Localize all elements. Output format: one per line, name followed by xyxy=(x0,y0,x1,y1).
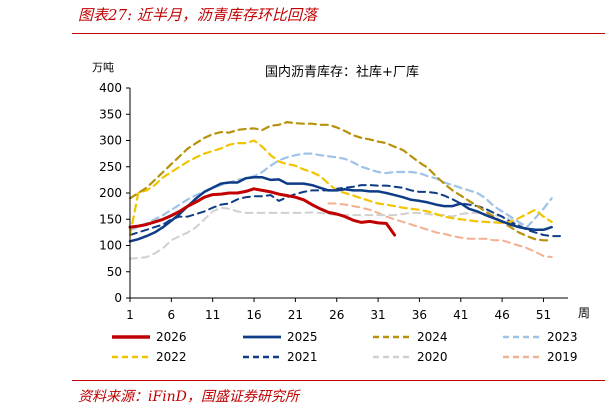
y-tick-label: 400 xyxy=(99,81,122,95)
legend-label-2021: 2021 xyxy=(287,350,318,364)
x-tick-label: 11 xyxy=(205,308,220,322)
source-note: 资料来源：iFinD，国盛证券研究所 xyxy=(78,389,299,405)
y-tick-label: 150 xyxy=(99,212,122,226)
series-line-2026 xyxy=(128,187,397,237)
x-tick-label: 46 xyxy=(494,308,509,322)
series-line-2019 xyxy=(327,202,553,259)
y-tick-label: 350 xyxy=(99,107,122,121)
legend-label-2020: 2020 xyxy=(417,350,448,364)
x-tick-label: 6 xyxy=(168,308,176,322)
x-tick-label: 41 xyxy=(453,308,468,322)
legend-label-2019: 2019 xyxy=(547,350,578,364)
bottom-divider xyxy=(72,380,605,381)
series-line-2025 xyxy=(128,176,553,243)
y-tick-label: 250 xyxy=(99,160,122,174)
chart-title: 国内沥青库存：社库+厂库 xyxy=(265,64,419,80)
legend-label-2023: 2023 xyxy=(547,330,578,344)
x-tick-label: 1 xyxy=(126,308,134,322)
legend-label-2025: 2025 xyxy=(287,330,318,344)
x-tick-label: 31 xyxy=(370,308,385,322)
y-tick-label: 300 xyxy=(99,134,122,148)
series-line-2023 xyxy=(128,152,553,231)
legend-label-2026: 2026 xyxy=(156,330,187,344)
x-tick-label: 36 xyxy=(412,308,427,322)
legend: 2026 2025 2024 2023 2022 2021 2020 2019 xyxy=(112,330,578,364)
series-line-2021 xyxy=(129,184,561,238)
y-tick-label: 50 xyxy=(107,265,122,279)
x-tick-label: 26 xyxy=(329,308,344,322)
y-axis-unit-label: 万吨 xyxy=(92,61,114,74)
figure-caption: 图表27: 近半月，沥青库存环比回落 xyxy=(78,6,317,24)
plot-area xyxy=(128,120,561,260)
line-chart: 万吨 国内沥青库存：社库+厂库 0 50 100 150 200 250 300 350 400… xyxy=(92,61,590,364)
legend-label-2022: 2022 xyxy=(156,350,187,364)
series-line-2022 xyxy=(128,139,553,237)
x-tick-label: 16 xyxy=(246,308,261,322)
top-divider xyxy=(72,33,605,34)
series-line-2024 xyxy=(128,120,553,242)
x-tick-label: 21 xyxy=(288,308,303,322)
x-axis-unit-label: 周 xyxy=(578,306,590,320)
x-tick-label: 51 xyxy=(536,308,551,322)
legend-label-2024: 2024 xyxy=(417,330,448,344)
y-tick-label: 100 xyxy=(99,239,122,253)
y-tick-label: 0 xyxy=(114,291,122,305)
y-tick-label: 200 xyxy=(99,186,122,200)
